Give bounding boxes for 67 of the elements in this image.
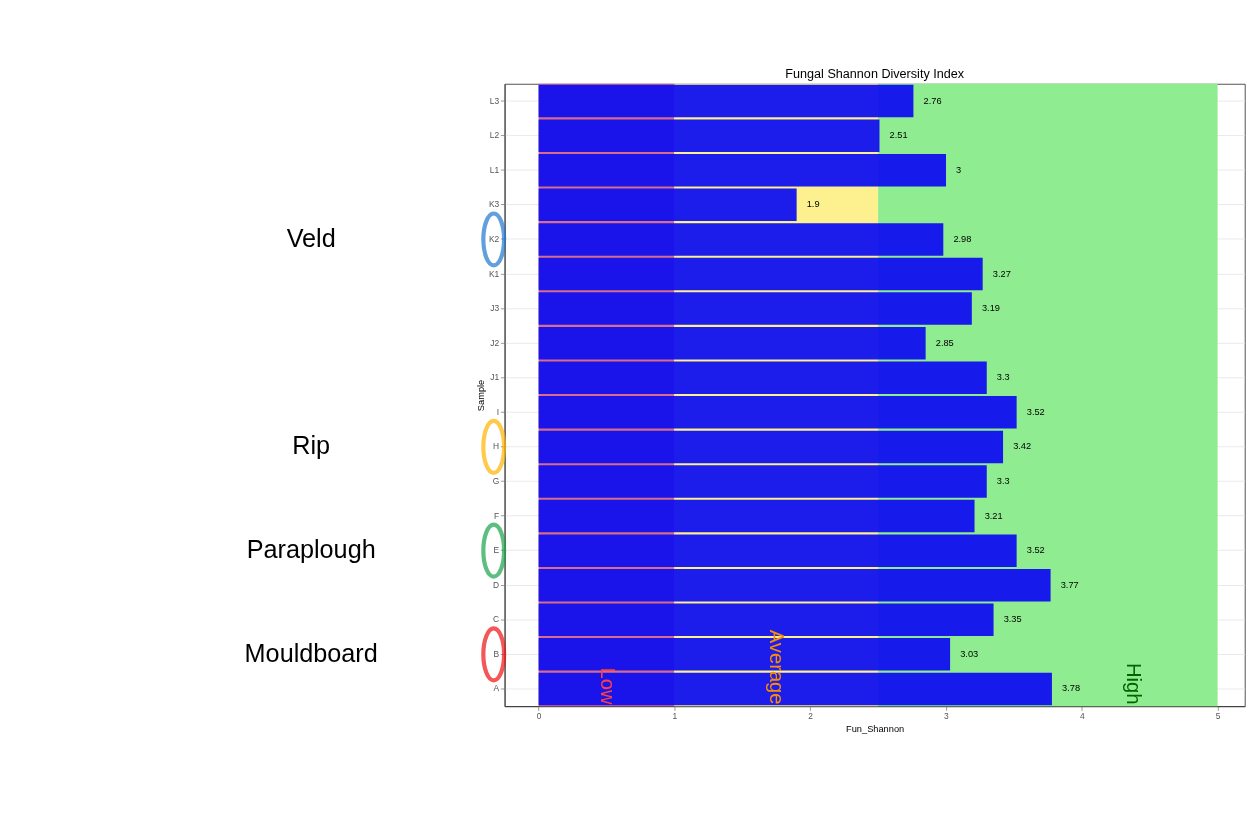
x-tick-label: 3 — [944, 711, 950, 722]
data-label: 3.3 — [996, 372, 1010, 383]
data-label: 3.77 — [1060, 579, 1079, 590]
chart-title: Fungal Shannon Diversity Index — [785, 66, 965, 81]
text: Veld — [286, 224, 336, 252]
y-tick-label: K1 — [488, 268, 500, 279]
y-tick-label: H — [493, 441, 500, 452]
bar — [538, 188, 797, 222]
y-tick-label: I — [496, 406, 500, 417]
data-label: 3.78 — [1062, 683, 1081, 694]
x-tick-label: 2 — [808, 711, 814, 722]
text: Mouldboard — [244, 638, 378, 667]
x-tick-label: 1 — [672, 711, 678, 722]
bar — [538, 534, 1017, 567]
y-tick-label: J1 — [490, 372, 500, 383]
y-tick-label: A — [493, 683, 500, 694]
data-label: 1.9 — [806, 199, 820, 210]
text: Rip — [292, 431, 331, 460]
bar — [538, 84, 914, 118]
data-label: 2.51 — [889, 130, 908, 141]
y-tick-label: L3 — [489, 95, 500, 106]
bar — [538, 119, 880, 152]
bar — [538, 568, 1051, 602]
text: Paraplough — [246, 535, 376, 564]
data-label: 3.19 — [981, 303, 1000, 314]
x-axis-title: Fun_Shannon — [846, 723, 905, 734]
x-tick-label: 5 — [1215, 711, 1221, 722]
y-tick-label: G — [492, 476, 500, 486]
data-label: 2.85 — [935, 337, 954, 348]
data-label: 3.35 — [1003, 614, 1022, 625]
y-tick-label: J2 — [490, 337, 500, 348]
y-tick-label: B — [493, 648, 500, 659]
x-tick-label: 4 — [1079, 711, 1085, 722]
y-tick-label: D — [493, 579, 500, 590]
bar — [538, 465, 987, 498]
y-tick-label: L2 — [489, 130, 500, 141]
y-tick-label: L1 — [489, 164, 500, 175]
y-tick-label: F — [494, 510, 500, 521]
x-tick-label: 0 — [536, 711, 542, 722]
y-tick-label: K3 — [488, 199, 500, 210]
data-label: 3.3 — [996, 476, 1010, 486]
data-label: 2.98 — [953, 233, 972, 244]
band-label: Low — [596, 667, 619, 705]
bar — [538, 257, 983, 291]
data-label: 3.42 — [1013, 441, 1032, 452]
data-label: 3 — [956, 164, 962, 175]
bar — [538, 499, 975, 533]
data-label: 3.21 — [984, 510, 1003, 521]
y-tick-label: J3 — [490, 303, 500, 314]
band-label: High — [1122, 663, 1145, 705]
bar — [538, 223, 944, 256]
bar — [538, 326, 926, 360]
bar — [538, 154, 947, 187]
bar — [538, 361, 987, 394]
data-label: 2.76 — [923, 95, 942, 106]
y-axis-title: Sample — [475, 379, 486, 412]
y-tick-label: E — [493, 545, 500, 556]
data-label: 3.52 — [1026, 406, 1045, 417]
bar — [538, 292, 972, 325]
data-label: 3.52 — [1026, 545, 1045, 556]
data-label: 3.03 — [960, 648, 979, 659]
bar — [538, 430, 1004, 464]
bar — [538, 396, 1017, 429]
data-label: 3.27 — [992, 268, 1011, 279]
y-tick-label: C — [493, 614, 500, 625]
y-tick-label: K2 — [488, 233, 500, 244]
band-label: Average — [766, 629, 789, 705]
